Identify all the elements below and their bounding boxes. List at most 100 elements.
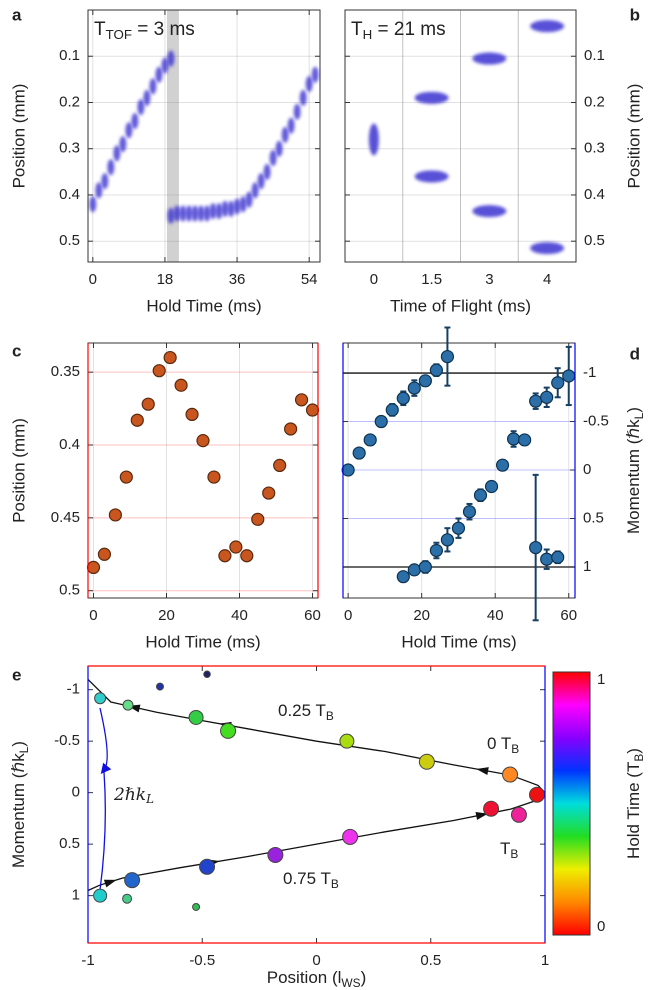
point [94, 692, 107, 705]
point [207, 470, 221, 484]
x-tick-label: 1 [541, 952, 549, 969]
atom-cloud [239, 196, 247, 213]
point [141, 397, 155, 411]
point [229, 540, 243, 554]
atom-cloud [414, 170, 449, 183]
atom-cloud [293, 103, 301, 120]
point [407, 563, 421, 577]
point [97, 547, 112, 561]
atom-cloud [173, 205, 181, 222]
atom-cloud [281, 126, 289, 143]
point [429, 543, 443, 558]
y-tick-label: 0.5 [583, 509, 604, 526]
atom-cloud [530, 242, 565, 255]
atom-cloud [287, 117, 295, 134]
atom-cloud [472, 205, 507, 218]
direction-arrow [475, 812, 489, 820]
subscript: H [363, 27, 373, 42]
text-run: = 21 ms [372, 19, 445, 40]
x-tick-label: 40 [231, 607, 248, 624]
x-tick-label: 0 [344, 607, 352, 624]
x-tick-label: 60 [304, 607, 321, 624]
atom-cloud [89, 196, 97, 213]
atom-cloud [269, 149, 277, 166]
point [562, 369, 576, 383]
point [551, 376, 565, 390]
point [385, 403, 399, 417]
point [124, 872, 141, 889]
point [407, 381, 421, 395]
point [440, 349, 455, 364]
atom-cloud [149, 78, 157, 95]
point [155, 682, 164, 691]
y-tick-label: 0.5 [59, 232, 80, 249]
atom-cloud [95, 182, 103, 199]
x-tick-label: 40 [487, 607, 504, 624]
subscript: B [326, 709, 334, 723]
y-tick-label: 0.35 [51, 363, 80, 380]
y-tick-label: -0.5 [54, 732, 80, 749]
text-run: 0.25 T [278, 701, 326, 720]
point [363, 433, 377, 447]
point [130, 413, 144, 427]
annotation: 0 TB [487, 734, 519, 756]
y-tick-label: -1 [67, 681, 80, 698]
point [122, 699, 134, 711]
x-tick-label: 0 [89, 271, 97, 288]
x-tick-label: 4 [543, 271, 551, 288]
x-tick-label: 0 [370, 271, 378, 288]
panel-label: a [12, 5, 22, 24]
subscript: B [511, 742, 519, 756]
text-run: Momentum (ℏk [9, 753, 28, 868]
atom-cloud [197, 205, 205, 222]
annotation: 2ℏkL [113, 785, 154, 807]
x-tick-label: -1 [81, 952, 94, 969]
y-tick-label: 0.2 [584, 93, 605, 110]
text-run: 0.75 T [283, 869, 331, 888]
point [483, 800, 500, 817]
text-run: Momentum (ℏk [624, 419, 643, 534]
atom-cloud [305, 75, 313, 92]
point [273, 458, 287, 472]
atom-cloud [191, 205, 199, 222]
subscript: TOF [106, 27, 132, 42]
x-tick-label: 60 [560, 607, 577, 624]
point [267, 846, 284, 863]
point [540, 552, 554, 566]
y-tick-label: 0.4 [59, 436, 80, 453]
x-axis-label: Hold Time (ms) [146, 296, 261, 315]
y-tick-label: 0.1 [59, 47, 80, 64]
highlight-band [166, 10, 179, 262]
point [551, 550, 565, 564]
y-tick-label: 0.5 [584, 232, 605, 249]
point [396, 570, 410, 584]
x-tick-label: 20 [413, 607, 430, 624]
subscript: B [632, 754, 646, 762]
atom-cloud [414, 91, 449, 104]
point [506, 432, 521, 446]
point [462, 505, 477, 519]
y-tick-label: 0 [72, 784, 80, 801]
y-tick-label: 0.2 [59, 93, 80, 110]
atom-cloud [209, 203, 217, 220]
point [122, 893, 133, 904]
point [510, 806, 527, 823]
point [174, 378, 188, 392]
text-run: Hold Time (T [624, 762, 643, 859]
point [518, 433, 532, 447]
point [251, 512, 265, 526]
x-tick-label: 1.5 [421, 271, 442, 288]
x-tick-label: -0.5 [189, 952, 215, 969]
point [284, 422, 298, 436]
y-tick-label: 0.1 [584, 47, 605, 64]
x-axis-label: Time of Flight (ms) [390, 296, 531, 315]
text-run: T [500, 839, 510, 858]
atom-cloud [257, 173, 265, 190]
subscript: B [331, 877, 339, 891]
atom-cloud [179, 205, 187, 222]
point [440, 533, 455, 547]
y-tick-label: 0.3 [584, 140, 605, 157]
y-tick-label: -1 [583, 364, 596, 381]
atom-cloud [251, 182, 259, 199]
point [418, 560, 432, 574]
